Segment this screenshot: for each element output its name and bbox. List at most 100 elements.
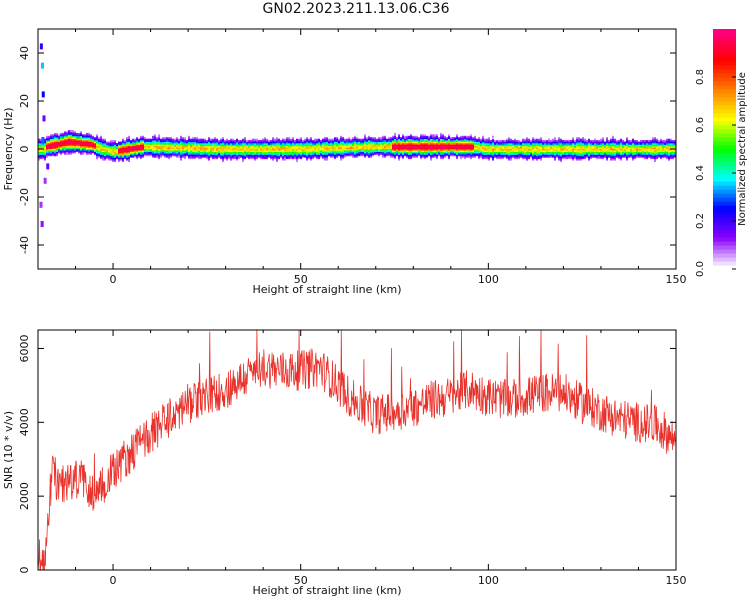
heatmap-cell bbox=[598, 143, 600, 145]
heatmap-cell bbox=[620, 148, 622, 151]
heatmap-cell bbox=[116, 153, 118, 155]
heatmap-cell bbox=[296, 148, 298, 151]
heatmap-cell bbox=[132, 143, 134, 145]
heatmap-cell bbox=[198, 145, 200, 148]
heatmap-cell bbox=[622, 140, 624, 142]
heatmap-cell bbox=[518, 148, 520, 151]
heatmap-cell bbox=[512, 143, 514, 145]
heatmap-cell bbox=[150, 141, 152, 144]
heatmap-cell bbox=[570, 153, 572, 155]
heatmap-cell bbox=[334, 141, 336, 144]
colorbar: 0.00.20.40.60.8 Normalized spectral ampli… bbox=[695, 29, 748, 277]
heatmap-cell bbox=[584, 141, 586, 144]
heatmap-cell bbox=[48, 154, 50, 157]
heatmap-cell bbox=[346, 145, 348, 148]
heatmap-cell bbox=[538, 154, 540, 157]
heatmap-cell bbox=[522, 140, 524, 142]
heatmap-cell bbox=[456, 154, 458, 157]
heatmap-cell bbox=[254, 151, 256, 154]
heatmap-cell bbox=[522, 154, 524, 157]
heatmap-cell bbox=[360, 138, 362, 141]
heatmap-cell bbox=[634, 155, 636, 158]
heatmap-cell bbox=[262, 144, 264, 147]
heatmap-cell bbox=[612, 153, 614, 155]
heatmap-cell bbox=[322, 148, 324, 151]
heatmap-cell bbox=[358, 150, 360, 152]
heatmap-cell bbox=[266, 157, 268, 160]
heatmap-cell bbox=[334, 138, 336, 141]
heatmap-cell bbox=[660, 154, 662, 157]
heatmap-cell bbox=[254, 141, 256, 144]
heatmap-cell bbox=[286, 145, 288, 148]
heatmap-cell bbox=[136, 137, 138, 139]
heatmap-cell bbox=[212, 147, 214, 150]
heatmap-cell bbox=[636, 144, 638, 147]
heatmap-cell bbox=[440, 155, 442, 158]
heatmap-cell bbox=[426, 137, 428, 139]
heatmap-cell bbox=[316, 144, 318, 147]
heatmap-cell bbox=[98, 140, 100, 142]
heatmap-cell bbox=[54, 147, 56, 150]
heatmap-cell bbox=[472, 140, 474, 142]
heatmap-cell bbox=[42, 143, 44, 145]
heatmap-cell bbox=[210, 155, 212, 158]
heatmap-cell bbox=[340, 148, 342, 151]
heatmap-cell bbox=[560, 143, 562, 145]
heatmap-cell bbox=[220, 147, 222, 150]
heatmap-cell bbox=[318, 143, 320, 145]
heatmap-cell bbox=[144, 138, 146, 141]
heatmap-cell bbox=[76, 132, 78, 135]
heatmap-cell bbox=[648, 154, 650, 157]
heatmap-cell bbox=[322, 141, 324, 144]
heatmap-cell bbox=[530, 153, 532, 155]
heatmap-cell bbox=[576, 140, 578, 142]
heatmap-cell bbox=[548, 143, 550, 145]
heatmap-cell bbox=[670, 155, 672, 158]
heatmap-cell bbox=[100, 135, 102, 138]
heatmap-cell bbox=[430, 148, 432, 151]
heatmap-cell bbox=[414, 141, 416, 144]
heatmap-cell bbox=[404, 151, 406, 154]
heatmap-cell bbox=[320, 150, 322, 152]
heatmap-cell bbox=[216, 151, 218, 154]
heatmap-cell bbox=[672, 151, 674, 154]
heatmap-cell bbox=[562, 151, 564, 154]
heatmap-cell bbox=[246, 155, 248, 158]
heatmap-cell bbox=[582, 144, 584, 147]
heatmap-cell bbox=[442, 134, 444, 137]
heatmap-cell bbox=[622, 155, 624, 158]
heatmap-cell bbox=[474, 155, 476, 158]
heatmap-cell bbox=[350, 138, 352, 141]
heatmap-cell bbox=[38, 141, 40, 144]
heatmap-cell bbox=[244, 147, 246, 150]
heatmap-cell bbox=[510, 141, 512, 144]
heatmap-cell bbox=[134, 143, 136, 145]
heatmap-cell bbox=[208, 144, 210, 147]
heatmap-cell bbox=[126, 154, 128, 157]
heatmap-cell bbox=[286, 141, 288, 144]
heatmap-cell bbox=[514, 143, 516, 145]
colorbar-step bbox=[713, 105, 736, 110]
heatmap-cell bbox=[150, 148, 152, 151]
heatmap-cell bbox=[524, 145, 526, 148]
heatmap-cell bbox=[366, 145, 368, 148]
heatmap-cell bbox=[72, 148, 74, 151]
heatmap-cell bbox=[364, 135, 366, 138]
heatmap-cell bbox=[286, 144, 288, 147]
heatmap-cell bbox=[198, 141, 200, 144]
heatmap-cell bbox=[56, 154, 58, 157]
heatmap-cell bbox=[480, 148, 482, 151]
heatmap-cell bbox=[634, 151, 636, 154]
heatmap-cell bbox=[642, 147, 644, 150]
heatmap-cell bbox=[88, 151, 90, 154]
heatmap-cell bbox=[270, 153, 272, 155]
heatmap-cell bbox=[228, 140, 230, 142]
heatmap-cell bbox=[84, 148, 86, 151]
heatmap-cell bbox=[98, 153, 100, 155]
heatmap-cell bbox=[306, 157, 308, 160]
heatmap-cell bbox=[256, 154, 258, 157]
heatmap-cell bbox=[212, 143, 214, 145]
heatmap-cell bbox=[38, 158, 40, 161]
heatmap-cell bbox=[612, 148, 614, 151]
heatmap-cell bbox=[406, 148, 408, 151]
